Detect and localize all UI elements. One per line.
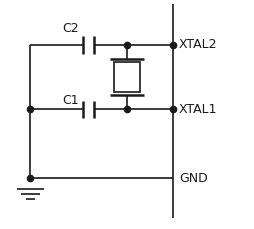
Bar — [114, 63, 140, 93]
Text: C1: C1 — [62, 93, 79, 106]
Text: XTAL1: XTAL1 — [179, 102, 218, 115]
Text: C2: C2 — [62, 22, 79, 35]
Text: GND: GND — [179, 171, 208, 184]
Text: XTAL2: XTAL2 — [179, 38, 218, 51]
